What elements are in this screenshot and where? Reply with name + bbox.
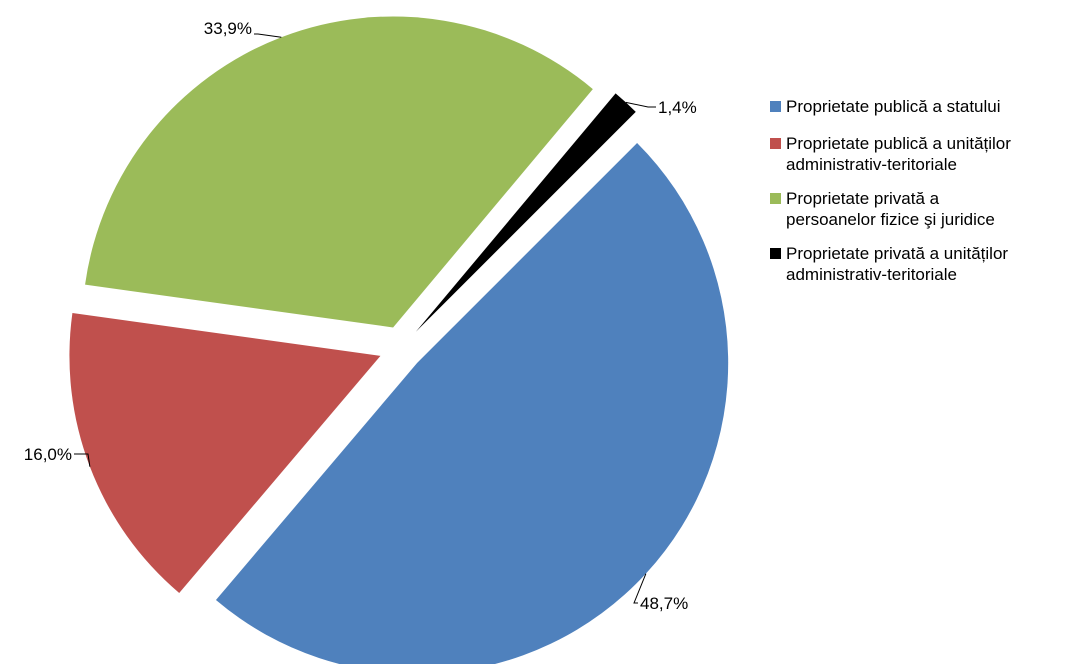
legend-swatch	[770, 138, 781, 149]
legend-item-private-territorial: Proprietate privată a unităților adminis…	[770, 243, 1086, 285]
leader-line-private-persons	[254, 33, 282, 38]
data-label-public-state: 48,7%	[640, 594, 688, 613]
legend-label-line1: Proprietate privată a unităților	[786, 244, 1009, 263]
legend-swatch	[770, 101, 781, 112]
pie-slice-private-territorial	[415, 93, 636, 332]
leader-line-public-state	[633, 573, 647, 604]
legend-item-public-state: Proprietate publică a statului	[770, 96, 1086, 117]
data-label-private-persons: 33,9%	[204, 19, 252, 38]
legend-item-public-territorial: Proprietate publică a unităților adminis…	[770, 133, 1086, 175]
legend-swatch	[770, 248, 781, 259]
pie-chart: 48,7% 16,0% 33,9% 1,4%	[24, 16, 729, 664]
legend-label-line1: Proprietate privată a	[786, 189, 940, 208]
legend-label: Proprietate publică a unităților adminis…	[786, 133, 1011, 175]
leader-line-private-territorial	[625, 101, 656, 108]
pie-slice-public-state	[215, 142, 729, 664]
data-label-public-territorial: 16,0%	[24, 445, 72, 464]
legend-label-line1: Proprietate publică a statului	[786, 97, 1001, 116]
legend-swatch	[770, 193, 781, 204]
legend-label-line2: administrativ-teritoriale	[786, 265, 957, 284]
legend: Proprietate publică a statului Proprieta…	[770, 96, 1086, 298]
pie-slice-private-persons	[85, 16, 593, 328]
legend-label: Proprietate privată a unităților adminis…	[786, 243, 1008, 285]
legend-label: Proprietate privată a persoanelor fizice…	[786, 188, 995, 230]
legend-label: Proprietate publică a statului	[786, 96, 1001, 117]
legend-item-private-persons: Proprietate privată a persoanelor fizice…	[770, 188, 1086, 230]
legend-label-line1: Proprietate publică a unităților	[786, 134, 1011, 153]
pie-slice-public-territorial	[69, 312, 381, 593]
legend-label-line2: persoanelor fizice şi juridice	[786, 210, 995, 229]
legend-label-line2: administrativ-teritoriale	[786, 155, 957, 174]
leader-line-public-territorial	[74, 453, 91, 467]
data-label-private-territorial: 1,4%	[658, 98, 697, 117]
